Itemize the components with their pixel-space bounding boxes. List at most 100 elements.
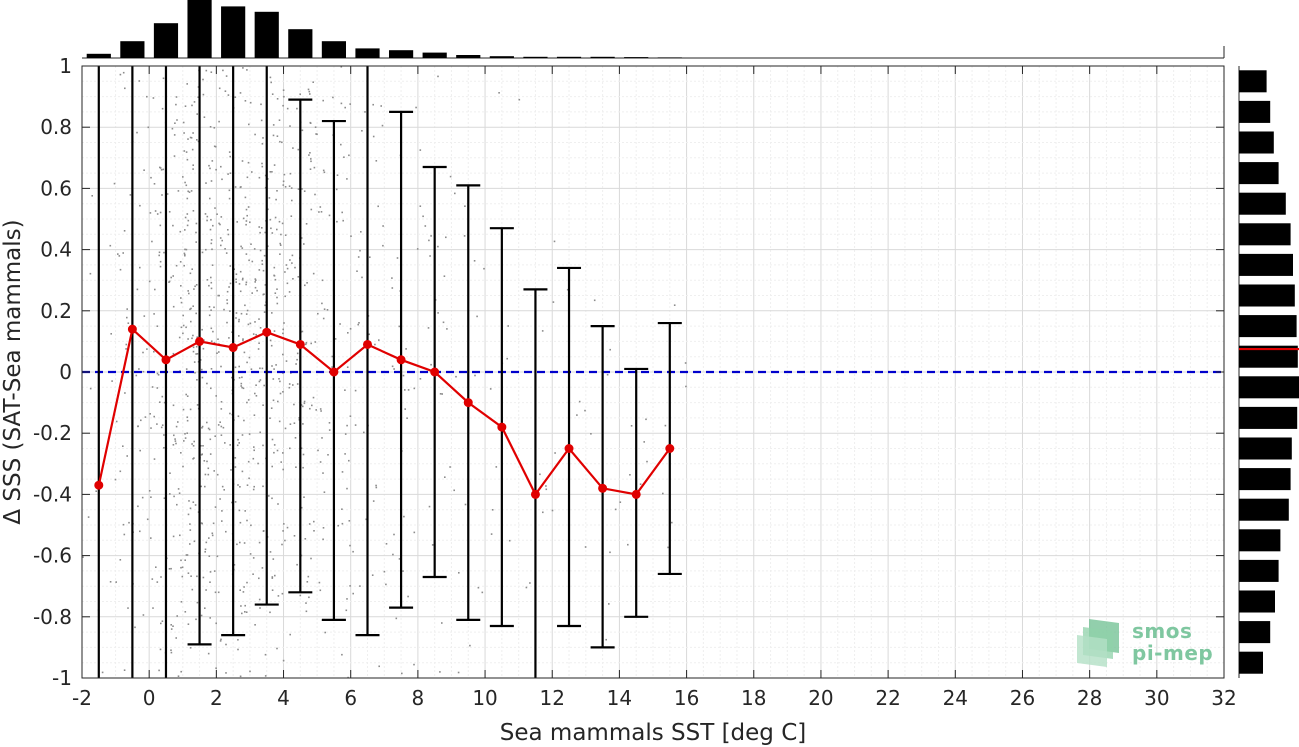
x-tick-label: 12 [540,686,565,710]
scatter-point [238,335,240,337]
scatter-point [182,408,185,411]
scatter-point [294,437,297,439]
scatter-point [321,437,323,439]
scatter-point [283,523,285,525]
scatter-point [239,541,241,544]
scatter-point [253,449,255,452]
scatter-point [377,205,379,208]
scatter-point [282,328,284,331]
scatter-point [210,368,213,370]
scatter-point [300,447,303,449]
scatter-point [195,345,198,348]
scatter-point [246,214,248,217]
scatter-point [358,322,360,324]
scatter-point [275,198,277,201]
scatter-point [293,535,296,537]
scatter-point [252,488,255,491]
scatter-point [241,160,244,162]
scatter-point [244,100,247,102]
scatter-point [323,171,326,174]
scatter-point [139,266,141,269]
scatter-point [286,107,289,110]
scatter-point [254,286,257,289]
scatter-point [280,233,282,236]
scatter-points [82,66,687,679]
scatter-point [257,348,260,350]
histogram-top-bar [153,23,179,58]
scatter-point [319,461,322,463]
scatter-point [187,623,190,625]
scatter-point [317,449,319,452]
scatter-point [346,424,348,427]
scatter-point [369,256,371,258]
scatter-point [278,378,280,380]
scatter-point [152,607,154,609]
scatter-point [188,191,191,193]
scatter-point [305,602,307,604]
scatter-point [279,253,281,255]
scatter-point [228,286,230,288]
scatter-point [274,574,276,577]
scatter-point [163,401,166,404]
scatter-point [342,219,344,222]
scatter-point [404,408,406,410]
scatter-point [190,137,193,139]
scatter-point [187,513,190,516]
scatter-point [173,155,176,157]
scatter-point [241,386,243,389]
scatter-point [209,438,212,441]
scatter-point [187,338,189,340]
scatter-point [262,485,264,488]
scatter-point [554,452,556,454]
scatter-point [150,537,152,539]
y-tick-label: 1 [59,54,72,78]
scatter-point [382,244,384,247]
scatter-point [226,290,229,293]
scatter-point [360,231,362,233]
scatter-point [453,489,455,492]
scatter-point [302,405,304,408]
scatter-point [170,276,172,279]
scatter-point [173,134,176,136]
scatter-point [395,617,398,620]
scatter-point [186,158,189,161]
scatter-point [225,672,227,674]
scatter-point [207,652,210,655]
scatter-point [177,421,179,423]
scatter-point [254,624,256,626]
scatter-point [352,592,354,595]
scatter-point [276,228,278,231]
scatter-point [319,589,322,592]
scatter-point [161,620,164,622]
scatter-point [316,133,318,135]
scatter-point [609,551,611,554]
scatter-point [191,148,194,151]
scatter-point [345,609,348,612]
scatter-point [237,438,239,441]
scatter-point [441,393,443,395]
histogram-top-bar [120,41,145,58]
scatter-point [249,322,252,325]
scatter-point [183,440,185,442]
scatter-point [300,404,303,406]
scatter-point [101,671,104,674]
scatter-point [201,427,203,429]
scatter-point [474,374,476,377]
scatter-point [196,336,198,338]
scatter-point [184,253,186,256]
mean-point [631,489,641,499]
scatter-point [238,283,241,285]
scatter-point [385,583,387,586]
mean-point [161,355,171,365]
scatter-point [172,352,175,355]
scatter-point [217,294,219,297]
scatter-point [289,633,291,636]
y-tick-label: 0.6 [40,176,72,200]
scatter-point [180,566,182,569]
scatter-point [216,213,218,215]
scatter-point [545,488,548,491]
scatter-point [224,90,227,92]
scatter-point [375,486,378,489]
scatter-point [159,260,162,263]
scatter-point [182,332,184,335]
